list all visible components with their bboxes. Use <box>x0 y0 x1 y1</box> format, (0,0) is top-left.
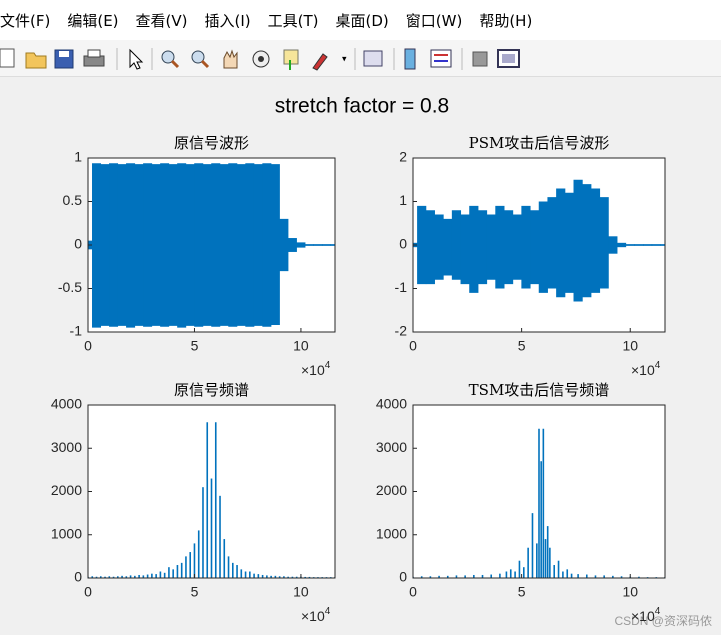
y-tick-label: 4000 <box>51 396 82 412</box>
x-tick-label: 10 <box>622 338 638 354</box>
x-tick-label: 0 <box>84 584 92 600</box>
y-tick-label: 3000 <box>376 439 407 455</box>
x-tick-label: 5 <box>191 584 199 600</box>
y-tick-label: 2000 <box>51 482 82 498</box>
toolbar: ▾ <box>0 40 721 77</box>
menu-item[interactable]: 工具(T) <box>267 11 319 30</box>
toolbar-button[interactable]: ▾ <box>312 53 347 71</box>
x-tick-label: 5 <box>518 584 526 600</box>
plot-title: 原信号频谱 <box>174 381 249 399</box>
toolbar-button[interactable] <box>404 48 416 70</box>
multiplier-base: ×10 <box>631 608 655 624</box>
toolbar-button[interactable] <box>191 50 210 69</box>
x-tick-label: 5 <box>191 338 199 354</box>
y-tick-label: -2 <box>395 323 408 339</box>
y-tick-label: 0 <box>74 236 82 252</box>
y-tick-label: 1000 <box>51 525 82 541</box>
toolbar-button[interactable] <box>430 49 452 68</box>
plot-title: 原信号波形 <box>174 134 249 152</box>
x-tick-label: 0 <box>409 338 417 354</box>
y-tick-label: 3000 <box>51 439 82 455</box>
x-axis-multiplier: ×104 <box>301 606 331 624</box>
menu-item[interactable]: 查看(V) <box>135 11 188 30</box>
axes: 0 1000 2000 3000 4000 0 5 10 ×104 原信号频谱 <box>51 381 336 624</box>
multiplier-exponent: 4 <box>325 360 331 371</box>
menu-item[interactable]: 插入(I) <box>204 11 251 30</box>
y-tick-label: 2 <box>399 149 407 165</box>
y-tick-label: 1 <box>74 149 82 165</box>
y-tick-label: -1 <box>395 279 408 295</box>
y-tick-label: 0.5 <box>63 192 83 208</box>
plot-title: PSM攻击后信号波形 <box>469 134 610 152</box>
y-tick-label: 0 <box>399 569 407 585</box>
x-axis-multiplier: ×104 <box>301 360 331 378</box>
x-tick-label: 10 <box>622 584 638 600</box>
x-axis-multiplier: ×104 <box>631 606 661 624</box>
plot-data <box>88 163 335 328</box>
y-tick-label: 2000 <box>376 482 407 498</box>
menu-bar: 文件(F) 编辑(E) 查看(V) 插入(I) 工具(T) 桌面(D) 窗口(W… <box>0 0 721 40</box>
multiplier-base: ×10 <box>631 362 655 378</box>
axes: 0 1000 2000 3000 4000 0 5 10 ×104 TSM攻击后信号频谱 <box>376 381 666 624</box>
y-tick-label: 0 <box>399 236 407 252</box>
toolbar-button[interactable] <box>252 50 270 68</box>
y-tick-label: 1000 <box>376 525 407 541</box>
watermark: CSDN @资深码侬 <box>614 614 712 628</box>
toolbar-button[interactable] <box>223 49 238 69</box>
menu-item[interactable]: 编辑(E) <box>67 11 119 30</box>
x-tick-label: 0 <box>84 338 92 354</box>
menu-item[interactable]: 帮助(H) <box>479 11 533 30</box>
y-tick-label: -1 <box>70 323 83 339</box>
toolbar-button[interactable] <box>161 50 180 69</box>
x-tick-label: 5 <box>518 338 526 354</box>
plot-data <box>413 428 665 578</box>
multiplier-base: ×10 <box>301 608 325 624</box>
figure: stretch factor = 0.8 CSDN @资深码侬 -1-0.500… <box>51 95 712 629</box>
toolbar-button[interactable] <box>25 52 47 69</box>
multiplier-base: ×10 <box>301 362 325 378</box>
multiplier-exponent: 4 <box>325 606 331 617</box>
figure-title: stretch factor = 0.8 <box>275 95 450 118</box>
toolbar-button[interactable] <box>83 49 105 67</box>
y-tick-label: 4000 <box>376 396 407 412</box>
menu-item[interactable]: 文件(F) <box>0 11 51 30</box>
x-tick-label: 10 <box>293 338 309 354</box>
menu-item[interactable]: 桌面(D) <box>335 11 389 30</box>
toolbar-button[interactable] <box>54 49 74 69</box>
x-axis-multiplier: ×104 <box>631 360 661 378</box>
plot-data <box>413 179 665 302</box>
y-tick-label: 0 <box>74 569 82 585</box>
toolbar-button[interactable] <box>283 49 299 70</box>
axes: -2 -1 0 1 2 0 5 10 ×104 PSM攻击后信号波形 <box>395 134 666 378</box>
plot-title: TSM攻击后信号频谱 <box>469 381 610 399</box>
toolbar-button[interactable] <box>363 50 383 67</box>
multiplier-exponent: 4 <box>655 360 661 371</box>
plot-data <box>88 422 335 578</box>
toolbar-button[interactable] <box>497 49 520 68</box>
toolbar-button[interactable] <box>472 51 488 67</box>
x-tick-label: 0 <box>409 584 417 600</box>
menu-item[interactable]: 窗口(W) <box>405 11 463 30</box>
svg-text:▾: ▾ <box>342 53 347 63</box>
x-tick-label: 10 <box>293 584 309 600</box>
y-tick-label: 1 <box>399 192 407 208</box>
y-tick-label: -0.5 <box>58 279 82 295</box>
multiplier-exponent: 4 <box>655 606 661 617</box>
toolbar-button[interactable] <box>129 48 144 70</box>
toolbar-button[interactable] <box>0 48 15 68</box>
